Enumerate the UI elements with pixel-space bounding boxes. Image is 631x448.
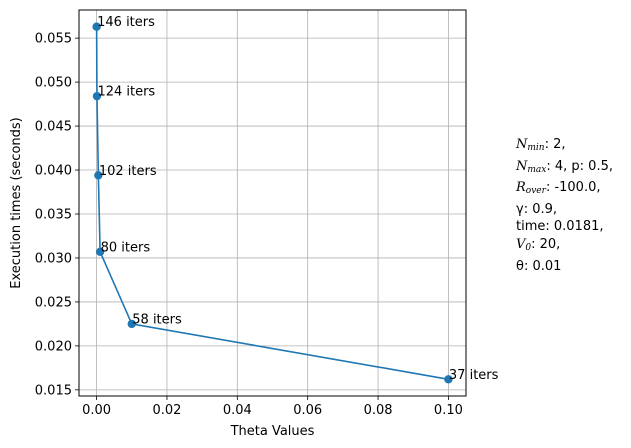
x-tick-label: 0.00: [82, 403, 111, 418]
x-tick-label: 0.08: [364, 403, 393, 418]
v0-subscript: 0: [525, 242, 532, 253]
grid-lines: [79, 10, 466, 396]
data-point: [127, 319, 136, 329]
r-over-value: : -100.0,: [545, 180, 601, 196]
note-v0: V0: 20,: [516, 236, 613, 258]
x-axis-label: Theta Values: [230, 424, 315, 439]
note-time: time: 0.0181,: [516, 219, 604, 235]
data-points: [92, 22, 453, 384]
x-tick-label: 0.10: [434, 403, 463, 418]
y-axis-label: Execution times (seconds): [9, 117, 24, 288]
y-tick-label: 0.020: [35, 339, 72, 354]
x-tick-label: 0.02: [152, 403, 181, 418]
note-r-over: Rover: -100.0,: [516, 179, 613, 201]
data-point: [94, 171, 103, 180]
note-n-max: Nmax: 4, p: 0.5,: [516, 158, 613, 180]
note-theta: θ: 0.01: [516, 258, 562, 274]
r-over-subscript: over: [525, 186, 546, 197]
series-line: [95, 26, 449, 381]
n-max-subscript: max: [527, 164, 547, 175]
x-tick-label: 0.04: [223, 403, 252, 418]
point-label: 124 iters: [97, 85, 155, 100]
n-min-value: : 2,: [544, 137, 566, 152]
x-tick-label: 0.06: [293, 403, 322, 418]
y-tick-label: 0.035: [35, 207, 72, 222]
y-tick-label: 0.050: [35, 76, 72, 91]
v0-value: : 20,: [531, 236, 561, 252]
note-n-min: Nmin: 2,: [516, 136, 613, 158]
point-label: 58 iters: [132, 312, 182, 327]
n-max-value: : 4, p: 0.5,: [546, 158, 613, 174]
point-label: 37 iters: [449, 368, 499, 383]
data-point: [92, 91, 102, 101]
point-annotations: 146 iters 124 iters 102 iters 80 iters 58 it…: [97, 15, 499, 383]
point-label: 102 iters: [99, 164, 157, 179]
n-min-subscript: min: [527, 143, 545, 153]
data-point: [444, 375, 453, 384]
n-min-symbol: N: [516, 137, 528, 152]
y-tick-label: 0.055: [35, 32, 72, 47]
point-label: 146 iters: [97, 15, 155, 30]
axis-ticks: 0.00 0.02 0.04 0.06 0.08 0.10 0.015 0.020 0.025 0…: [35, 32, 463, 418]
y-tick-label: 0.030: [35, 251, 72, 266]
plot-area-frame: [78, 9, 467, 397]
y-tick-label: 0.040: [35, 164, 72, 179]
data-point: [95, 247, 105, 256]
y-tick-label: 0.045: [35, 120, 72, 135]
v0-symbol: V: [516, 236, 526, 252]
y-tick-label: 0.025: [35, 295, 72, 310]
data-point: [92, 22, 101, 31]
r-over-symbol: R: [516, 180, 526, 196]
point-label: 80 iters: [101, 240, 151, 255]
parameter-note: Nmin: 2, Nmax: 4, p: 0.5, Rover: -100.0,…: [516, 136, 613, 275]
y-tick-label: 0.015: [35, 383, 72, 398]
n-max-symbol: N: [516, 158, 528, 174]
note-gamma: γ: 0.9,: [516, 201, 558, 217]
